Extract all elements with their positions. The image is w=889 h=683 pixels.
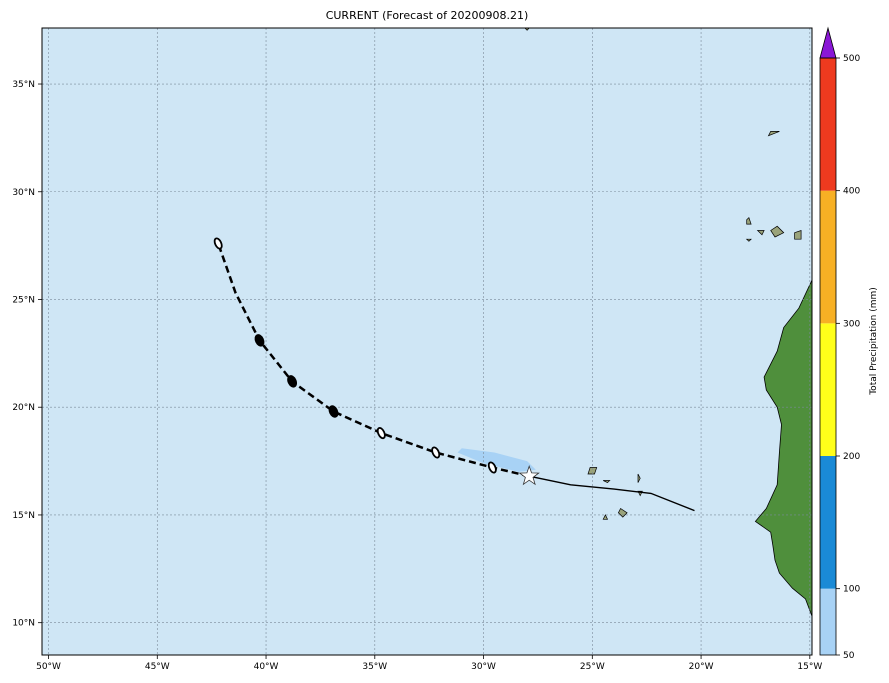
- lat-tick-label: 10°N: [12, 619, 35, 629]
- map-frame: [41, 27, 813, 656]
- figure-title: CURRENT (Forecast of 20200908.21): [326, 9, 529, 22]
- lon-tick-label: 20°W: [689, 662, 714, 672]
- rain-swath: [457, 448, 536, 472]
- hurricane-symbol: [287, 375, 298, 388]
- colorbar-tick-label: 100: [843, 585, 860, 595]
- map-panel: 50°W 45°W 40°W 35°W 30°W 25°W 20°W 15°W 10°N 15°…: [12, 27, 822, 672]
- past-track: [529, 475, 695, 512]
- colorbar-bin: [820, 58, 836, 191]
- island: [602, 514, 609, 520]
- island: [746, 216, 752, 225]
- lat-tick-label: 15°N: [12, 511, 35, 521]
- lon-tick-label: 40°W: [254, 662, 279, 672]
- lat-tick-label: 35°N: [12, 80, 35, 90]
- island: [637, 473, 641, 483]
- lon-tick-label: 30°W: [471, 662, 496, 672]
- colorbar-tick-label: 500: [843, 54, 860, 64]
- hurricane-symbol: [254, 334, 265, 347]
- colorbar: 50 100 200 300 400 500: [819, 26, 860, 661]
- storm-symbol: [213, 237, 223, 250]
- colorbar-frame: [819, 57, 837, 656]
- colorbar-bin: [820, 323, 836, 456]
- lon-tick-label: 15°W: [797, 662, 822, 672]
- lon-tick-label: 35°W: [362, 662, 387, 672]
- land-layer: [524, 27, 813, 617]
- island: [767, 131, 780, 137]
- storm-symbol: [431, 446, 441, 459]
- lat-tick-label: 30°N: [12, 188, 35, 198]
- storm-symbol: [376, 427, 386, 440]
- lon-tick-label: 50°W: [36, 662, 61, 672]
- island: [587, 467, 598, 475]
- graticule: [42, 28, 812, 655]
- latitude-axis: 10°N 15°N 20°N 25°N 30°N 35°N: [12, 80, 42, 629]
- colorbar-tick-label: 200: [843, 452, 860, 462]
- island: [617, 507, 628, 518]
- lon-tick-label: 25°W: [580, 662, 605, 672]
- island: [756, 230, 765, 236]
- colorbar-tick-label: 50: [843, 651, 855, 661]
- colorbar-bin: [820, 588, 836, 655]
- lat-tick-label: 20°N: [12, 403, 35, 413]
- colorbar-tick-label: 400: [843, 187, 860, 197]
- lon-tick-label: 45°W: [145, 662, 170, 672]
- colorbar-extend-arrow: [819, 26, 837, 59]
- colorbar-bin: [820, 456, 836, 589]
- current-position-star: [518, 464, 540, 486]
- colorbar-label: Total Precipitation (mm): [869, 287, 879, 396]
- ocean: [42, 28, 812, 655]
- island: [770, 225, 785, 238]
- island: [745, 238, 752, 242]
- forecast-track: [217, 243, 530, 478]
- island: [603, 480, 611, 484]
- storm-track: [213, 237, 695, 512]
- island: [794, 230, 802, 240]
- longitude-axis: 50°W 45°W 40°W 35°W 30°W 25°W 20°W 15°W: [36, 655, 822, 672]
- colorbar-bin: [820, 190, 836, 324]
- colorbar-tick-label: 300: [843, 319, 860, 329]
- lat-tick-label: 25°N: [12, 295, 35, 305]
- hurricane-symbol: [328, 405, 339, 418]
- storm-symbol: [487, 461, 497, 474]
- africa-coast: [754, 279, 813, 617]
- rain-swath-layer: [457, 448, 536, 472]
